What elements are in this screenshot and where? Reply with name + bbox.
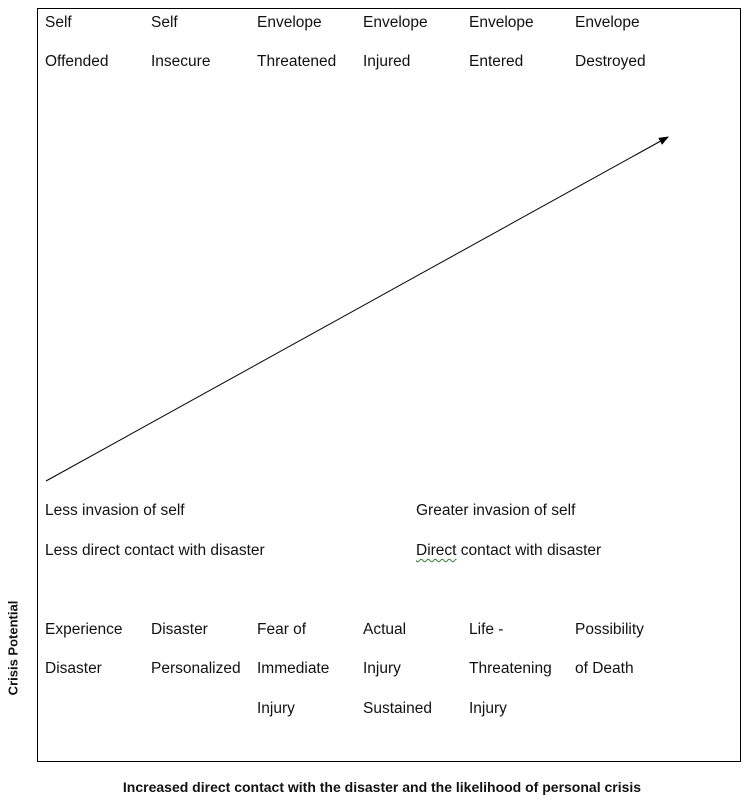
right-contact-label: Direct contact with disaster <box>416 542 601 560</box>
bottom-label-2-line1: Disaster <box>151 621 208 638</box>
top-label-1-line1: Self <box>45 14 72 31</box>
bottom-label-6-line2: of Death <box>575 660 634 677</box>
top-label-4-line1: Envelope <box>363 14 428 31</box>
bottom-label-3-line3: Injury <box>257 700 295 717</box>
bottom-label-3-line2: Immediate <box>257 660 330 677</box>
x-axis-label: Increased direct contact with the disast… <box>122 779 642 795</box>
left-contact-label: Less direct contact with disaster <box>45 542 265 559</box>
bottom-label-4-line2: Injury <box>363 660 401 677</box>
bottom-label-3-line1: Fear of <box>257 621 307 638</box>
bottom-label-5-line1: Life - <box>469 621 504 638</box>
top-label-1-line2: Offended <box>45 53 109 70</box>
spellcheck-underlined-word: Direct <box>416 542 457 559</box>
top-label-4-line2: Injured <box>363 53 411 70</box>
top-label-3-line1: Envelope <box>257 14 322 31</box>
y-axis-label: Crisis Potential <box>5 600 21 696</box>
top-label-2-line2: Insecure <box>151 53 211 70</box>
arrow-line <box>45 136 669 482</box>
bottom-label-5-line2: Threatening <box>469 660 552 677</box>
top-label-6-line1: Envelope <box>575 14 640 31</box>
top-label-5-line1: Envelope <box>469 14 534 31</box>
right-invasion-label: Greater invasion of self <box>416 502 576 519</box>
bottom-label-5-line3: Injury <box>469 700 507 717</box>
right-contact-rest: contact with disaster <box>456 542 602 559</box>
bottom-label-2-line2: Personalized <box>151 660 241 677</box>
left-invasion-label: Less invasion of self <box>45 502 185 519</box>
bottom-label-4-line1: Actual <box>363 621 407 638</box>
bottom-label-1-line1: Experience <box>45 621 123 638</box>
bottom-label-4-line3: Sustained <box>363 700 432 717</box>
top-label-3-line2: Threatened <box>257 53 337 70</box>
diagram-frame <box>37 8 741 762</box>
top-label-2-line1: Self <box>151 14 178 31</box>
bottom-label-6-line1: Possibility <box>575 621 644 638</box>
bottom-label-1-line2: Disaster <box>45 660 102 677</box>
top-label-6-line2: Destroyed <box>575 53 646 70</box>
top-label-5-line2: Entered <box>469 53 524 70</box>
